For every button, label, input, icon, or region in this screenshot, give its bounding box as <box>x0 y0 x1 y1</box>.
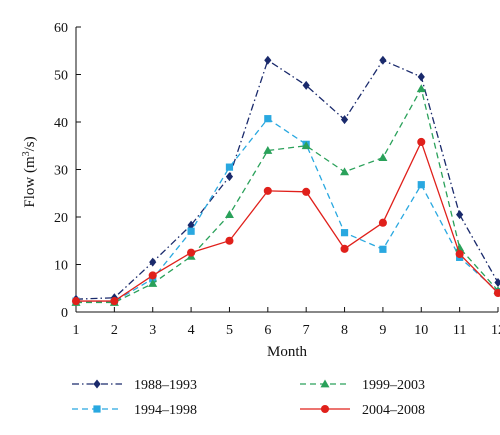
x-tick-label: 8 <box>341 323 348 338</box>
series-4 <box>71 137 500 306</box>
series-line <box>76 86 499 304</box>
data-point-triangle <box>378 153 388 161</box>
x-tick-label: 5 <box>226 323 233 338</box>
data-point-circle <box>225 236 234 245</box>
data-point-circle <box>71 297 81 306</box>
data-point-triangle <box>301 141 311 150</box>
series-line <box>76 140 499 302</box>
legend-label: 2004–2008 <box>362 403 425 418</box>
x-tick-label: 7 <box>303 323 310 338</box>
y-tick-label: 0 <box>61 306 68 321</box>
data-point-diamond <box>456 210 464 220</box>
data-point-circle <box>417 137 426 146</box>
data-point-diamond <box>149 257 157 267</box>
series-layer <box>71 55 500 306</box>
data-point-square <box>225 163 234 171</box>
data-point-triangle <box>148 279 158 287</box>
x-tick-label: 2 <box>111 323 118 338</box>
legend-label: 1988–1993 <box>134 378 197 393</box>
data-point-square <box>379 245 387 253</box>
x-tick-label: 3 <box>149 323 156 338</box>
data-point-diamond <box>417 72 425 82</box>
legend-item-1: 1988–1993 <box>72 378 197 393</box>
series-line <box>75 59 499 300</box>
series-3 <box>71 84 500 306</box>
y-axis-title-sup: 3 <box>21 151 32 156</box>
y-tick-label: 20 <box>54 211 68 226</box>
data-point-circle <box>148 271 157 280</box>
data-point-diamond <box>302 80 310 90</box>
axes: 0102030405060123456789101112 <box>54 21 500 338</box>
data-point-diamond <box>187 220 195 230</box>
x-axis-title: Month <box>267 344 308 360</box>
data-point-square <box>340 229 349 237</box>
x-tick-label: 1 <box>73 323 80 338</box>
legend-item-3: 1999–2003 <box>300 378 425 393</box>
data-point-circle <box>302 187 311 196</box>
x-tick-label: 12 <box>491 323 500 338</box>
legend-item-2: 1994–1998 <box>72 403 197 418</box>
legend: 1988–1993 1994–1998 1999–2003 2004–2008 <box>72 378 425 418</box>
data-point-diamond <box>93 379 101 389</box>
series-1 <box>72 55 500 304</box>
data-point-square <box>187 227 195 235</box>
data-point-triangle <box>224 210 234 218</box>
legend-item-4: 2004–2008 <box>300 403 425 418</box>
data-point-square <box>264 115 272 123</box>
x-tick-label: 10 <box>414 323 428 338</box>
x-tick-label: 6 <box>264 323 271 338</box>
data-point-diamond <box>264 55 272 65</box>
data-point-circle <box>263 186 272 195</box>
data-point-circle <box>187 248 196 257</box>
y-tick-label: 60 <box>54 21 68 36</box>
data-point-circle <box>493 288 500 298</box>
legend-label: 1994–1998 <box>134 403 197 418</box>
data-point-triangle <box>340 167 350 176</box>
data-point-circle <box>110 297 119 306</box>
x-tick-label: 4 <box>188 323 195 338</box>
y-tick-label: 50 <box>54 69 68 84</box>
legend-label: 1999–2003 <box>362 378 425 393</box>
data-point-square <box>93 405 101 413</box>
data-point-circle <box>378 218 387 227</box>
data-point-diamond <box>379 55 387 65</box>
data-point-triangle <box>320 379 330 388</box>
data-point-square <box>417 181 425 189</box>
data-point-circle <box>320 404 330 414</box>
data-point-diamond <box>340 115 349 125</box>
data-point-circle <box>455 250 464 259</box>
x-tick-label: 11 <box>453 323 466 338</box>
y-tick-label: 40 <box>54 116 68 131</box>
data-point-triangle <box>263 146 273 154</box>
data-point-diamond <box>494 278 500 288</box>
data-point-triangle <box>416 84 426 93</box>
x-tick-label: 9 <box>379 323 386 338</box>
y-tick-label: 10 <box>54 259 68 274</box>
series-line <box>75 117 499 303</box>
data-point-diamond <box>225 172 234 182</box>
y-axis-title: Flow (m3/s) <box>21 136 39 207</box>
y-tick-label: 30 <box>54 164 68 179</box>
data-point-circle <box>340 244 349 253</box>
